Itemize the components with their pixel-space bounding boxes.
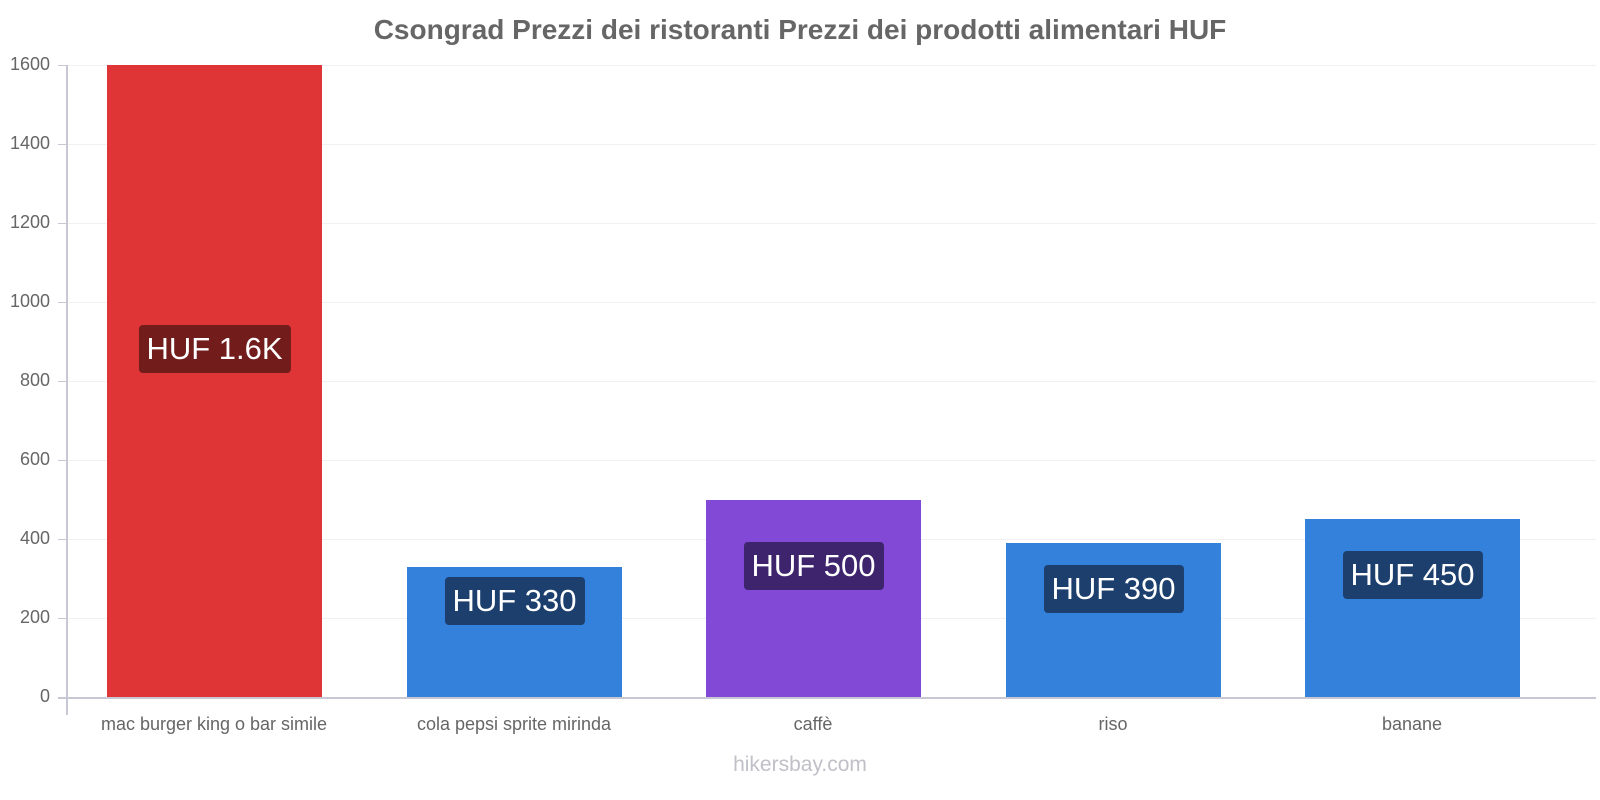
- y-tick-label: 1200: [9, 212, 50, 232]
- y-tick-mark: [58, 223, 66, 224]
- bar[interactable]: HUF 330: [407, 566, 622, 697]
- y-tick-mark: [58, 302, 66, 303]
- x-tick-label: mac burger king o bar simile: [100, 714, 328, 734]
- bar-value-label: HUF 1.6K: [138, 325, 291, 373]
- gridline: [66, 460, 1596, 461]
- y-tick-label: 200: [19, 607, 50, 627]
- y-tick-label: 400: [19, 528, 50, 548]
- bar-value-label: HUF 500: [743, 541, 884, 590]
- chart-title: Csongrad Prezzi dei ristoranti Prezzi de…: [373, 14, 1227, 45]
- gridline: [66, 381, 1596, 382]
- watermark: hikersbay.com: [733, 753, 867, 776]
- y-tick-mark: [58, 144, 66, 145]
- plot-area: HUF 1.6K HUF 330 HUF 500 HUF 390 HUF 450: [66, 65, 1596, 697]
- x-axis-line: [58, 697, 1596, 699]
- bar-value-label: HUF 390: [1043, 564, 1184, 613]
- x-tick-label: caffè: [793, 714, 833, 734]
- gridline: [66, 302, 1596, 303]
- y-tick-mark: [58, 697, 66, 698]
- y-tick-mark: [58, 460, 66, 461]
- y-tick-mark: [58, 65, 66, 66]
- gridline: [66, 65, 1596, 66]
- bar[interactable]: HUF 1.6K: [107, 65, 322, 697]
- y-tick-label: 1000: [9, 291, 50, 311]
- bar[interactable]: HUF 390: [1006, 542, 1221, 697]
- y-tick-mark: [58, 381, 66, 382]
- bar-value-label: HUF 330: [444, 576, 585, 625]
- y-tick-label: 0: [39, 686, 50, 706]
- bar-value-label: HUF 450: [1342, 551, 1483, 600]
- y-tick-mark: [58, 618, 66, 619]
- gridline: [66, 144, 1596, 145]
- y-tick-label: 1600: [9, 54, 50, 74]
- x-tick-label: riso: [1098, 714, 1128, 734]
- x-tick-label: cola pepsi sprite mirinda: [416, 714, 612, 734]
- y-tick-label: 800: [19, 370, 50, 390]
- y-tick-mark: [58, 539, 66, 540]
- y-axis-line: [66, 65, 68, 715]
- y-tick-label: 600: [19, 449, 50, 469]
- y-tick-label: 1400: [9, 133, 50, 153]
- bar[interactable]: HUF 500: [706, 499, 921, 697]
- gridline: [66, 223, 1596, 224]
- bar[interactable]: HUF 450: [1305, 519, 1520, 697]
- x-tick-label: banane: [1381, 714, 1443, 734]
